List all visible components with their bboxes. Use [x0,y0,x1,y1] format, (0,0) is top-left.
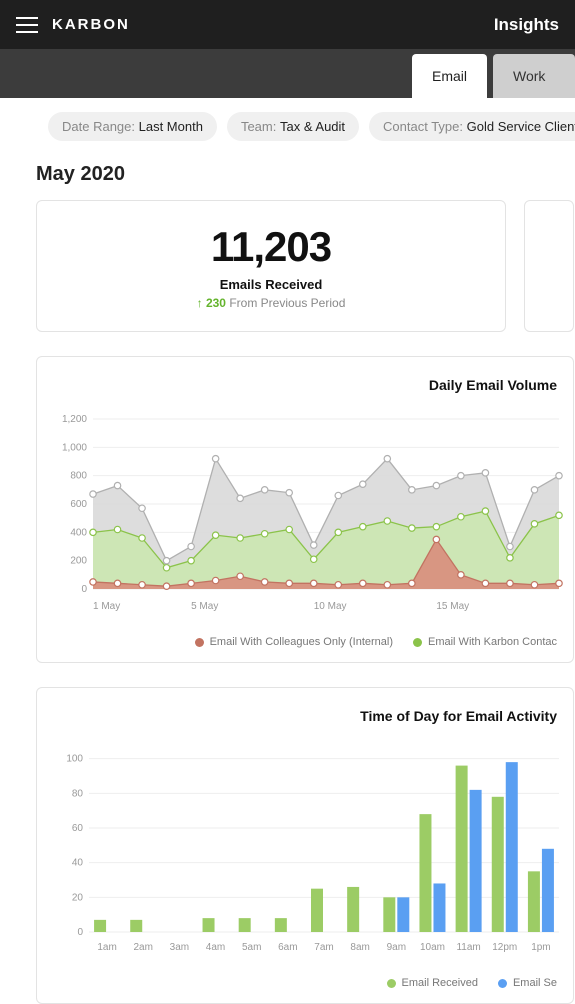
svg-text:1,200: 1,200 [62,414,87,425]
svg-text:200: 200 [70,556,87,567]
chart-title: Daily Email Volume [55,377,563,393]
kpi-delta: ↑ 230 From Previous Period [197,296,346,310]
filter-value: Tax & Audit [280,119,345,134]
chart-legend: Email Received Email Se [55,977,563,989]
topbar: KARBON Insights [0,0,575,49]
svg-text:80: 80 [72,788,84,799]
svg-text:3am: 3am [170,942,189,953]
page-title: Insights [494,15,559,35]
kpi-card-emails-received: 11,203 Emails Received ↑ 230 From Previo… [36,200,506,332]
svg-text:9am: 9am [387,942,406,953]
kpi-delta-text: From Previous Period [229,296,345,310]
kpi-label: Emails Received [220,277,323,292]
svg-text:400: 400 [70,527,87,538]
svg-text:60: 60 [72,823,84,834]
svg-text:10 May: 10 May [314,601,347,612]
svg-text:12pm: 12pm [492,942,517,953]
legend-item: Email With Karbon Contac [413,636,557,648]
filter-value: Gold Service Client [467,119,575,134]
svg-text:10am: 10am [420,942,445,953]
svg-text:7am: 7am [314,942,333,953]
time-of-day-card: Time of Day for Email Activity 0 20 40 60 80… [36,687,574,1004]
filter-team[interactable]: Team: Tax & Audit [227,112,359,141]
svg-text:1am: 1am [97,942,116,953]
svg-text:20: 20 [72,892,84,903]
kpi-delta-value: 230 [206,296,226,310]
daily-email-chart: 0 200 400 600 800 1,000 1,200 1 May 5 May 10 May 1… [55,409,565,619]
svg-text:5am: 5am [242,942,261,953]
svg-text:6am: 6am [278,942,297,953]
kpi-row: 11,203 Emails Received ↑ 230 From Previo… [0,200,575,332]
brand-logo: KARBON [52,16,130,33]
svg-text:2am: 2am [134,942,153,953]
filter-date-range[interactable]: Date Range: Last Month [48,112,217,141]
period-heading: May 2020 [0,155,575,200]
tab-work[interactable]: Work [493,54,575,98]
tab-email[interactable]: Email [412,54,487,98]
kpi-value: 11,203 [211,223,331,271]
filter-row: Date Range: Last Month Team: Tax & Audit… [0,98,575,155]
filter-label: Contact Type: [383,119,463,134]
tab-bar: Email Work [0,49,575,98]
legend-item: Email Received [387,977,478,989]
svg-text:5 May: 5 May [191,601,218,612]
svg-text:600: 600 [70,499,87,510]
chart-legend: Email With Colleagues Only (Internal) Ema… [55,636,563,648]
svg-text:1pm: 1pm [531,942,550,953]
svg-text:100: 100 [66,754,83,765]
svg-text:1,000: 1,000 [62,442,87,453]
menu-icon[interactable] [16,17,38,33]
svg-text:0: 0 [77,927,83,938]
chart-title: Time of Day for Email Activity [55,708,563,724]
kpi-card-partial [524,200,574,332]
svg-text:15 May: 15 May [436,601,469,612]
filter-label: Team: [241,119,276,134]
svg-text:4am: 4am [206,942,225,953]
legend-item: Email With Colleagues Only (Internal) [195,636,393,648]
legend-item: Email Se [498,977,557,989]
svg-text:800: 800 [70,471,87,482]
daily-email-volume-card: Daily Email Volume 0 200 400 600 800 1,000 1,2… [36,356,574,663]
svg-text:40: 40 [72,858,84,869]
filter-value: Last Month [139,119,203,134]
svg-text:8am: 8am [350,942,369,953]
time-of-day-chart: 0 20 40 60 80 100 1am 2am 3am 4am 5am 6am 7am 8am 9am 1… [55,740,565,960]
svg-text:0: 0 [81,584,87,595]
svg-text:1 May: 1 May [93,601,120,612]
arrow-up-icon: ↑ [197,296,203,310]
svg-text:11am: 11am [456,942,480,953]
filter-label: Date Range: [62,119,135,134]
filter-contact-type[interactable]: Contact Type: Gold Service Client [369,112,575,141]
